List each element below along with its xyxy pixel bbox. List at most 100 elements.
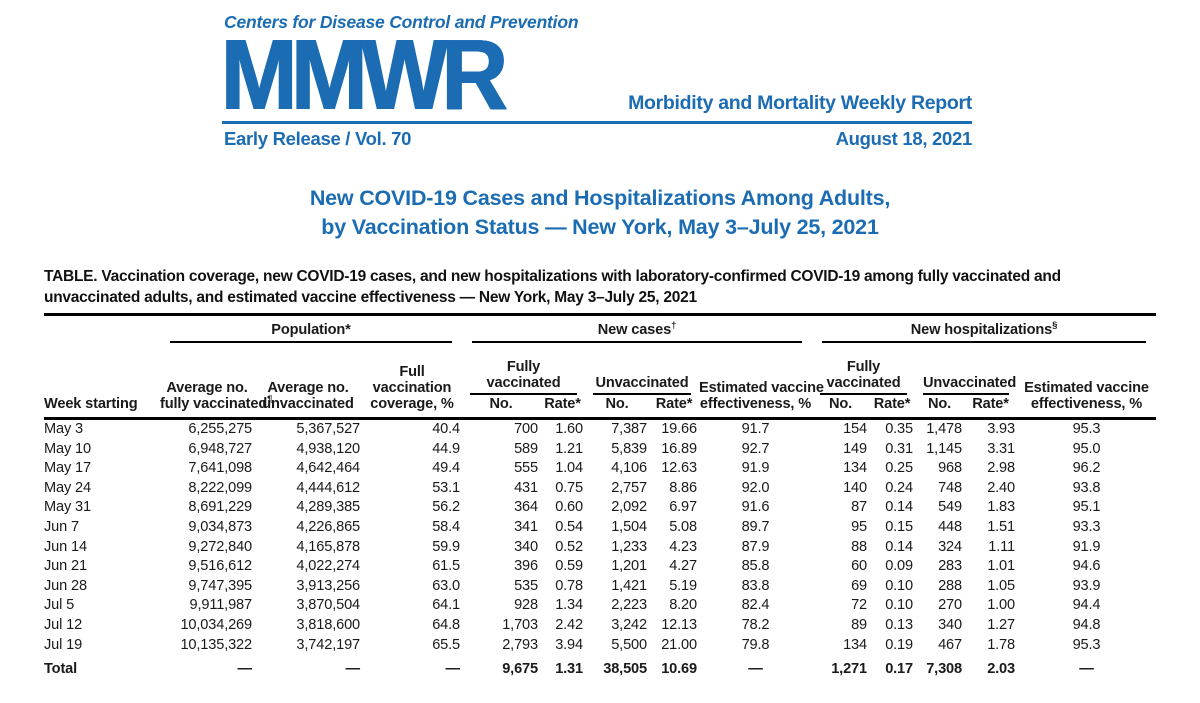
- table-cell: 134: [843, 460, 867, 477]
- table-cell: 95.1: [1072, 499, 1101, 516]
- table-caption-text: Vaccination coverage, new COVID-19 cases…: [44, 268, 1061, 306]
- table-cell: 968: [938, 460, 962, 477]
- table-cell: 154: [843, 421, 867, 437]
- table-cell: 700: [514, 421, 538, 437]
- table-cell: 94.4: [1072, 597, 1101, 614]
- table-cell: 4,165,878: [296, 538, 360, 555]
- table-cell: 6.97: [669, 499, 697, 516]
- table-cell: 4,106: [611, 460, 647, 477]
- masthead: Centers for Disease Control and Preventi…: [0, 0, 1200, 158]
- table-cell: 95.3: [1072, 636, 1101, 653]
- cdc-agency-line: Centers for Disease Control and Preventi…: [224, 12, 579, 32]
- table-cell: 748: [938, 479, 962, 496]
- table-cell: 87: [851, 499, 867, 516]
- table-cell: 0.14: [885, 538, 913, 555]
- table-cell: 6,948,727: [188, 440, 252, 457]
- table-cell: 16.89: [661, 440, 697, 457]
- table-cell: 134: [843, 636, 867, 653]
- table-cell: 12.63: [661, 460, 697, 477]
- table-cell: 3,242: [611, 616, 647, 633]
- table-row: Jun 7 9,034,873 4,226,865 58.4 341 0.54 1,504 5…: [44, 518, 1156, 538]
- table-cell: 3.94: [555, 636, 583, 653]
- table-cell: 2.98: [987, 460, 1015, 477]
- table-cell: 2,092: [611, 499, 647, 516]
- table-cell: 1.04: [555, 460, 583, 477]
- table-cell: 396: [514, 558, 538, 575]
- table-cell: 65.5: [432, 636, 460, 653]
- table-cell: 140: [843, 479, 867, 496]
- table-cell: 91.7: [741, 421, 770, 437]
- table-header: Week starting Population* New cases† New…: [44, 314, 1156, 420]
- table-cell: 2,223: [611, 597, 647, 614]
- table-cell: 93.3: [1072, 518, 1101, 535]
- table-cell: 91.9: [741, 460, 770, 477]
- table-cell: 95.3: [1072, 421, 1101, 437]
- table-cell: 4.27: [669, 558, 697, 575]
- header-hosp-fv-rate: Rate*: [869, 394, 915, 420]
- table-cell: 79.8: [741, 636, 770, 653]
- table-cell: 1.27: [987, 616, 1015, 633]
- table-cell: —: [237, 661, 253, 678]
- table-cell: 1,271: [831, 661, 867, 678]
- edition-volume: Early Release / Vol. 70: [224, 128, 412, 149]
- table-cell: 9,675: [502, 661, 538, 678]
- table-cell: 93.8: [1072, 479, 1101, 496]
- table-cell: 1.21: [555, 440, 583, 457]
- table-cell: 82.4: [741, 597, 770, 614]
- table-cell: 535: [514, 577, 538, 594]
- table-cell: 1.11: [988, 538, 1015, 555]
- table-cell: 928: [514, 597, 538, 614]
- table-cell: 92.7: [741, 440, 770, 457]
- table-cell: 88: [851, 538, 867, 555]
- table-cell: 8,691,229: [188, 499, 252, 516]
- table-cell: 1,145: [926, 440, 962, 457]
- table-cell: 0.31: [885, 440, 913, 457]
- table-caption-label: TABLE.: [44, 268, 98, 285]
- table-row: May 17 7,641,098 4,642,464 49.4 555 1.04 4,106…: [44, 459, 1156, 479]
- table-cell: May 24: [44, 479, 91, 496]
- table-cell: 60: [851, 558, 867, 575]
- table-cell: 4,022,274: [296, 558, 360, 575]
- table-cell: 1.05: [987, 577, 1015, 594]
- issue-date: August 18, 2021: [835, 128, 973, 149]
- table-cell: 49.4: [432, 460, 460, 477]
- table-cell: 3,818,600: [296, 616, 360, 633]
- table-cell: 10,135,322: [180, 636, 252, 653]
- table-cell: 0.10: [885, 597, 913, 614]
- table-cell: 94.6: [1072, 558, 1101, 575]
- table-body: May 3 6,255,275 5,367,527 40.4 700 1.60 7,387 1…: [44, 419, 1156, 656]
- header-full-vaccination-coverage: Full vaccination coverage, %: [362, 342, 462, 420]
- table-cell: —: [1079, 661, 1094, 678]
- table-cell: 6,255,275: [188, 421, 252, 437]
- table-cell: 69: [851, 577, 867, 594]
- table-cell: 78.2: [741, 616, 770, 633]
- table-cell: 53.1: [432, 479, 460, 496]
- table-cell: 3.93: [987, 421, 1015, 437]
- table-cell: 95.0: [1072, 440, 1101, 457]
- table-cell: 0.60: [555, 499, 583, 516]
- table-cell: 3,870,504: [296, 597, 360, 614]
- table-cell: 8.20: [669, 597, 697, 614]
- table-cell: 0.10: [885, 577, 913, 594]
- table-cell: 95: [851, 518, 867, 535]
- table-cell: Jun 28: [44, 577, 87, 594]
- table-cell: 12.13: [661, 616, 697, 633]
- table-cell: 21.00: [661, 636, 697, 653]
- table-cell: 93.9: [1072, 577, 1101, 594]
- article-title-line1: New COVID-19 Cases and Hospitalizations …: [309, 186, 891, 210]
- table-cell: 1,421: [611, 577, 647, 594]
- table-cell: 96.2: [1072, 460, 1101, 477]
- article-title-line2: by Vaccination Status — New York, May 3–…: [321, 215, 879, 239]
- table-cell: 0.14: [885, 499, 913, 516]
- article-title: New COVID-19 Cases and Hospitalizations …: [0, 184, 1200, 242]
- table-cell: 83.8: [741, 577, 770, 594]
- table-cell: 3.31: [987, 440, 1015, 457]
- table-cell: 40.4: [432, 421, 460, 437]
- table-caption: TABLE. Vaccination coverage, new COVID-1…: [44, 266, 1156, 308]
- table-cell: 4,289,385: [296, 499, 360, 516]
- table-cell: 1.31: [555, 661, 583, 678]
- table-cell: 555: [514, 460, 538, 477]
- table-cell: 9,272,840: [188, 538, 252, 555]
- table-cell: May 3: [44, 421, 83, 437]
- table-cell: 4.23: [669, 538, 697, 555]
